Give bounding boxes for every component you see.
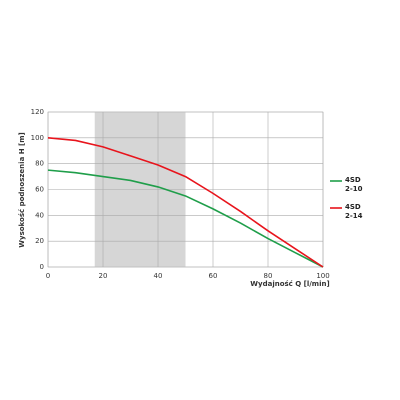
y-tick-label: 20 <box>35 237 44 245</box>
series-line <box>47 169 324 268</box>
x-axis-label: Wydajność Q [l/min] <box>250 280 329 288</box>
x-tick-label: 100 <box>316 272 329 280</box>
y-tick-label: 0 <box>40 263 44 271</box>
x-tick-label: 0 <box>46 272 50 280</box>
y-tick-label: 100 <box>31 134 44 142</box>
y-tick-label: 60 <box>35 186 44 194</box>
x-tick-label: 20 <box>99 272 108 280</box>
y-tick-label: 120 <box>31 108 44 116</box>
y-axis-label: Wysokość podnoszenia H [m] <box>18 132 26 247</box>
x-tick-label: 80 <box>264 272 273 280</box>
series-line <box>47 137 324 268</box>
y-tick-label: 40 <box>35 211 44 219</box>
y-tick-label: 80 <box>35 160 44 168</box>
legend-label: 4SD 2-10 <box>345 176 363 193</box>
x-tick-label: 60 <box>209 272 218 280</box>
legend-label: 4SD 2-14 <box>345 203 363 220</box>
x-tick-label: 40 <box>154 272 163 280</box>
